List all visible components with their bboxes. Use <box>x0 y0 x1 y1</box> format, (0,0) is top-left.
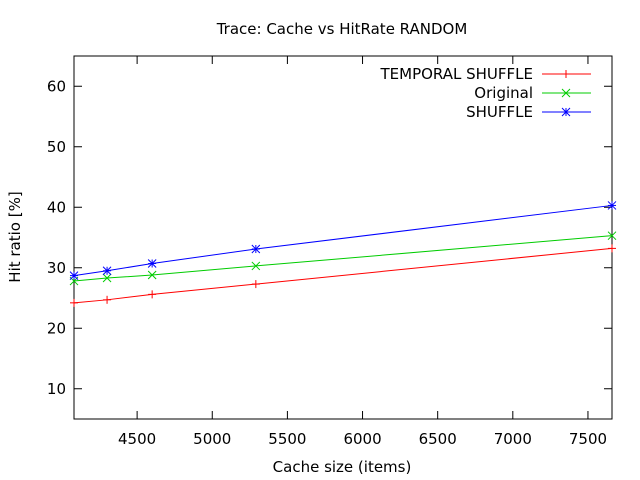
data-point-temporal-shuffle <box>148 290 157 299</box>
series-original <box>69 231 617 286</box>
x-tick-label: 4500 <box>118 430 156 448</box>
y-tick-label: 60 <box>47 77 66 95</box>
data-point-shuffle <box>607 201 617 210</box>
x-tick-label: 6000 <box>343 430 381 448</box>
data-point-shuffle <box>69 271 79 280</box>
x-tick-label: 5000 <box>193 430 231 448</box>
data-point-original <box>251 261 261 271</box>
data-point-original <box>102 273 112 283</box>
x-tick-label: 7000 <box>494 430 532 448</box>
axis-ticks: 4500 5000 5500 6000 6500 7000 7500 10 20 30 40 50 60 <box>47 56 612 448</box>
plot-border <box>73 55 613 420</box>
legend-marker-shuffle <box>561 107 571 117</box>
data-point-original <box>147 270 157 280</box>
y-tick-label: 20 <box>47 319 66 337</box>
series-shuffle <box>69 201 617 280</box>
y-tick-label: 30 <box>47 259 66 277</box>
y-tick-label: 10 <box>47 380 66 398</box>
plot-frame <box>73 55 613 420</box>
data-point-shuffle <box>147 259 157 268</box>
data-point-original <box>607 231 617 241</box>
chart-title: Trace: Cache vs HitRate RANDOM <box>216 20 468 38</box>
data-point-temporal-shuffle <box>608 244 616 253</box>
series-temporal-shuffle <box>70 244 616 307</box>
y-tick-label: 40 <box>47 198 66 216</box>
legend-label-shuffle: SHUFFLE <box>466 103 533 121</box>
x-axis-label: Cache size (items) <box>273 458 412 476</box>
data-point-temporal-shuffle <box>251 280 260 289</box>
legend-label-original: Original <box>474 84 533 102</box>
y-axis-label: Hit ratio [%] <box>6 191 24 282</box>
series-line-original <box>73 235 613 282</box>
y-tick-label: 50 <box>47 138 66 156</box>
x-tick-label: 6500 <box>419 430 457 448</box>
series-layer <box>69 201 617 307</box>
data-point-shuffle <box>251 244 261 254</box>
legend-marker-temporal-shuffle <box>562 70 570 78</box>
legend-marker-original <box>561 88 571 98</box>
data-point-temporal-shuffle <box>70 298 78 307</box>
data-point-temporal-shuffle <box>103 295 112 304</box>
x-tick-label: 5500 <box>268 430 306 448</box>
x-tick-label: 7500 <box>569 430 607 448</box>
data-point-shuffle <box>102 266 112 276</box>
series-line-shuffle <box>73 204 613 277</box>
legend-label-temporal-shuffle: TEMPORAL SHUFFLE <box>379 65 533 83</box>
